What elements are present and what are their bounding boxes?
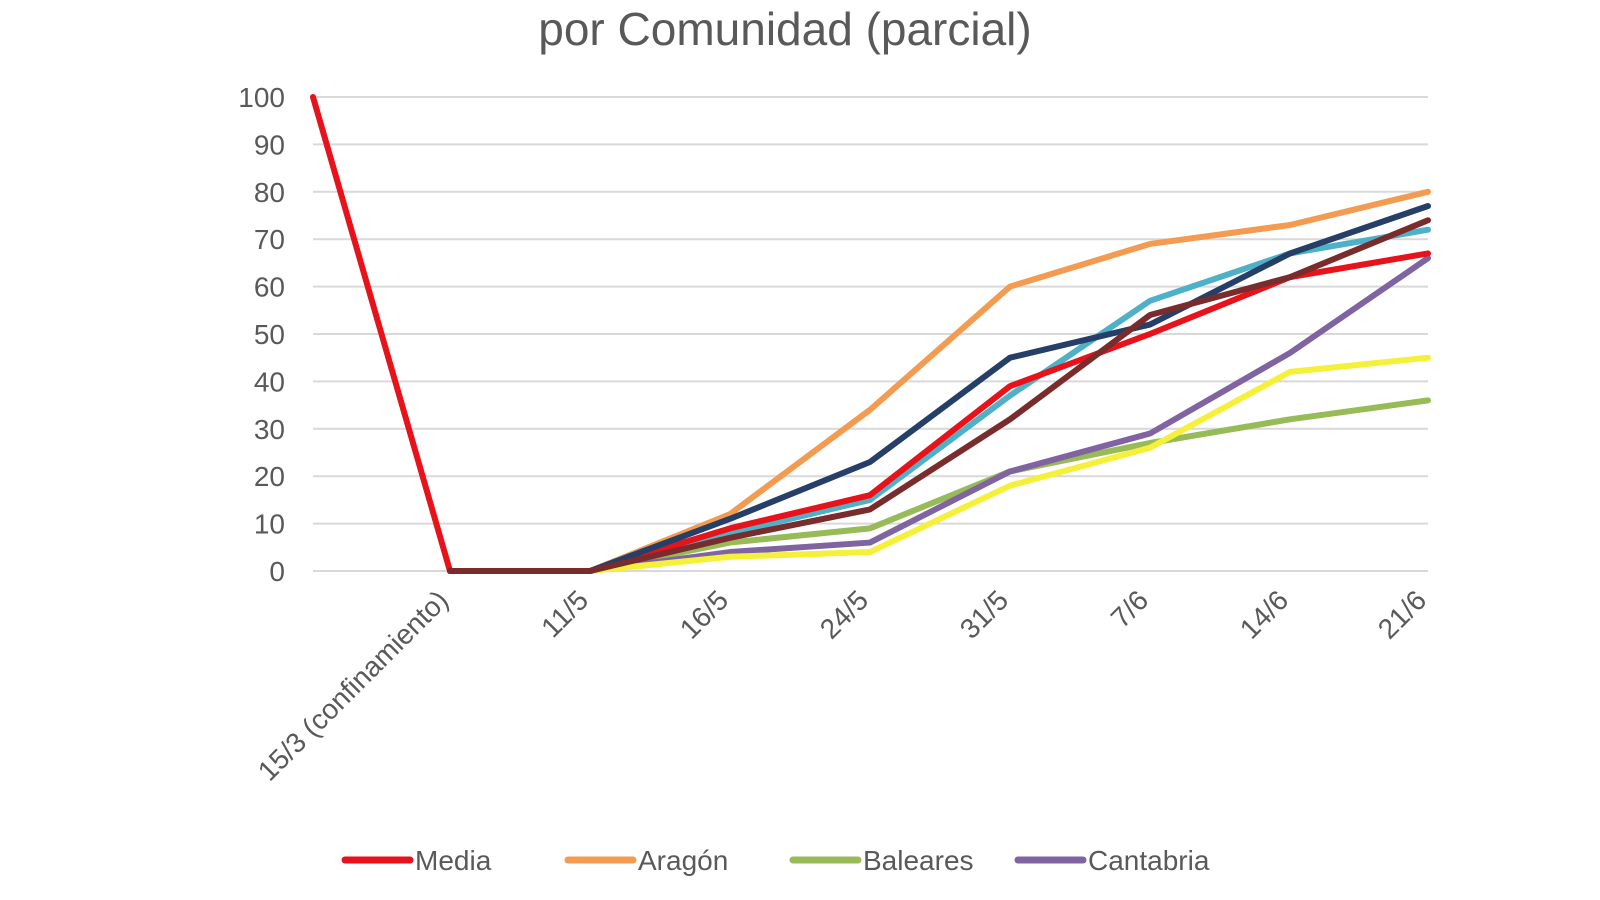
y-tick-label: 10: [254, 509, 285, 540]
chart-title: por Comunidad (parcial): [538, 3, 1031, 55]
legend: Media Aragón Baleares Cantabria: [341, 845, 1210, 876]
series-line-6: [447, 203, 1431, 574]
series-line-4: [447, 354, 1431, 574]
legend-label: Baleares: [863, 845, 974, 876]
y-tick-label: 100: [238, 82, 285, 113]
y-tick-label: 0: [269, 556, 285, 587]
x-axis-tick-labels: 15/3 (confinamiento) 11/5 16/5 24/5 31/5 7/6 1…: [252, 584, 1432, 786]
chart-title-line: por Comunidad (parcial): [538, 3, 1031, 55]
y-tick-label: 50: [254, 319, 285, 350]
y-tick-label: 60: [254, 272, 285, 303]
x-tick-label: 14/6: [1234, 584, 1294, 644]
y-axis-tick-labels: 0 10 20 30 40 50 60 70 80 90 100: [238, 82, 285, 587]
series-line-baleares: [447, 397, 1431, 574]
gridlines: [313, 96, 1428, 572]
x-tick-label: 7/6: [1105, 584, 1154, 633]
x-tick-label: 11/5: [535, 584, 594, 643]
y-tick-label: 20: [254, 461, 285, 492]
y-tick-label: 40: [254, 366, 285, 397]
y-tick-label: 70: [254, 224, 285, 255]
y-tick-label: 30: [254, 414, 285, 445]
series-line-7: [447, 217, 1431, 574]
x-tick-label: 21/6: [1372, 584, 1432, 644]
x-tick-label: 16/5: [674, 584, 734, 644]
legend-label: Cantabria: [1088, 845, 1210, 876]
legend-label: Media: [415, 845, 492, 876]
legend-label: Aragón: [638, 845, 728, 876]
x-tick-label: 24/5: [814, 584, 874, 644]
x-tick-label: 31/5: [954, 584, 1014, 644]
data-series: [310, 94, 1431, 574]
x-tick-label: 15/3 (confinamiento): [252, 584, 454, 786]
y-tick-label: 90: [254, 129, 285, 160]
y-tick-label: 80: [254, 177, 285, 208]
